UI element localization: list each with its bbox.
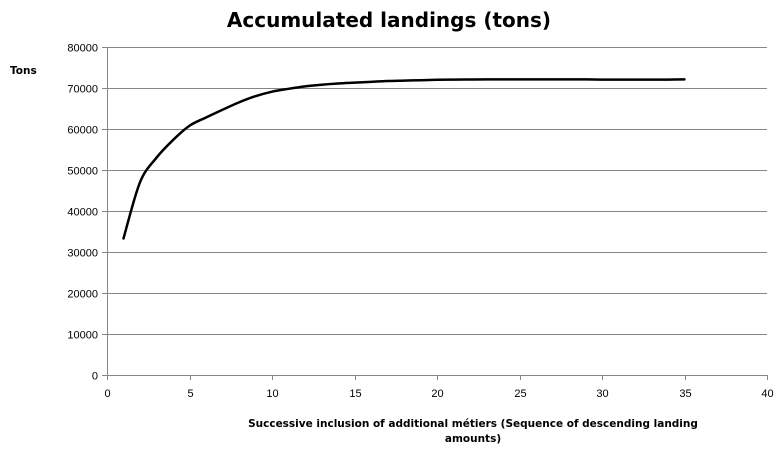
x-tick-label: 15 [349,388,361,400]
chart-title: Accumulated landings (tons) [227,8,551,32]
x-tick-label: 5 [187,388,193,400]
series-line [122,78,686,240]
y-tick-label: 60000 [67,125,98,137]
y-tick-labels: 0 10000 20000 30000 40000 50000 60000 70000 8000… [67,43,107,383]
x-tick-label: 35 [679,388,691,400]
gridlines [107,47,767,335]
y-tick-label: 20000 [67,289,98,301]
x-tick-label: 30 [596,388,608,400]
y-tick-label: 0 [92,371,98,383]
x-tick-label: 40 [761,388,773,400]
y-tick-label: 10000 [67,330,98,342]
x-tick-label: 25 [514,388,526,400]
y-axis-label: Tons [10,65,37,77]
y-tick-label: 30000 [67,248,98,260]
x-tick-labels: 0 5 10 15 20 25 30 35 40 [104,375,774,400]
x-axis-label-line-1: Successive inclusion of additional métie… [248,418,698,430]
x-axis-label-line-2: amounts) [445,433,501,445]
y-tick-label: 70000 [67,84,98,96]
x-tick-label: 20 [431,388,443,400]
y-tick-label: 40000 [67,207,98,219]
y-tick-label: 80000 [67,43,98,55]
x-tick-label: 0 [104,388,110,400]
y-tick-label: 50000 [67,166,98,178]
x-tick-label: 10 [266,388,278,400]
